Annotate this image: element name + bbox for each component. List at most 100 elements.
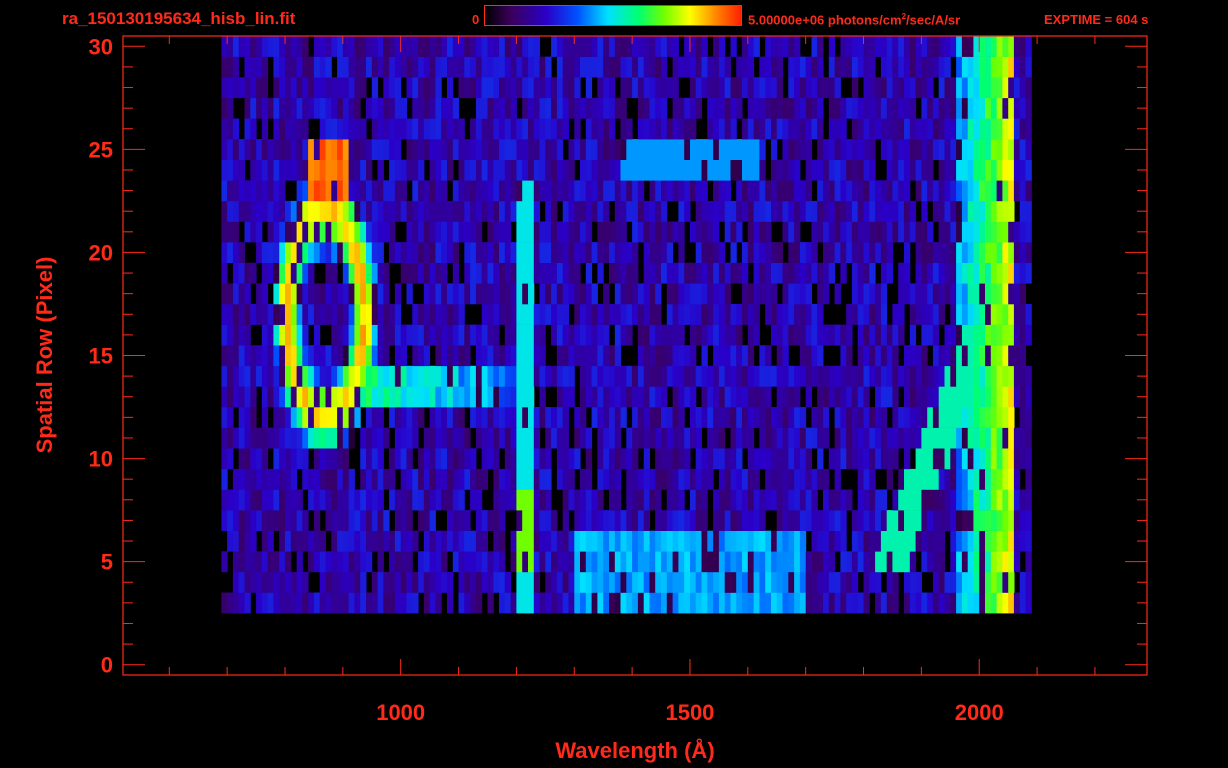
heatmap-cell (765, 427, 772, 449)
heatmap-cell (805, 283, 812, 305)
heatmap-cell (996, 324, 1003, 346)
heatmap-cell (261, 118, 269, 140)
heatmap-cell (574, 489, 581, 511)
heatmap-cell (435, 77, 442, 99)
heatmap-cell (504, 304, 512, 325)
heatmap-cell (846, 139, 853, 160)
heatmap-cell (898, 56, 905, 78)
heatmap-cell (267, 221, 274, 243)
heatmap-cell (458, 386, 465, 408)
heatmap-cell (533, 324, 541, 346)
heatmap-cell (707, 56, 714, 78)
heatmap-cell (1008, 36, 1015, 57)
heatmap-cell (875, 242, 882, 263)
heatmap-cell (516, 530, 523, 552)
heatmap-cell (470, 56, 477, 78)
heatmap-cell (973, 283, 980, 305)
heatmap-cell (672, 97, 679, 119)
heatmap-cell (400, 345, 407, 367)
heatmap-cell (626, 36, 633, 57)
heatmap-cell (244, 345, 251, 367)
heatmap-cell (747, 530, 755, 552)
heatmap-cell (591, 592, 598, 614)
heatmap-cell (533, 489, 541, 511)
heatmap-cell (736, 448, 743, 470)
heatmap-cell (435, 448, 442, 470)
heatmap-cell (742, 386, 749, 408)
heatmap-cell (828, 592, 836, 614)
heatmap-cell (493, 510, 500, 531)
heatmap-cell (406, 221, 413, 243)
heatmap-cell (360, 365, 367, 387)
heatmap-cell (846, 345, 853, 367)
heatmap-cell (799, 200, 807, 222)
heatmap-cell (296, 365, 303, 387)
heatmap-cell (429, 283, 436, 305)
heatmap-cell (371, 304, 379, 325)
heatmap-cell (603, 97, 610, 119)
heatmap-cell (516, 77, 523, 99)
heatmap-cell (944, 159, 951, 181)
heatmap-cell (325, 139, 332, 160)
heatmap-cell (944, 180, 951, 202)
heatmap-cell (956, 242, 963, 263)
heatmap-cell (996, 200, 1003, 222)
heatmap-cell (944, 365, 951, 387)
heatmap-cell (932, 386, 940, 408)
heatmap-cell (360, 283, 367, 305)
y-tick-label: 30 (89, 34, 113, 59)
heatmap-cell (452, 324, 460, 346)
heatmap-cell (742, 510, 749, 531)
heatmap-cell (499, 77, 506, 99)
heatmap-cell (805, 180, 812, 202)
heatmap-cell (533, 304, 541, 325)
heatmap-cell (771, 592, 778, 614)
heatmap-cell (857, 118, 864, 140)
heatmap-cell (649, 118, 656, 140)
heatmap-cell (603, 36, 610, 57)
heatmap-cell (742, 427, 749, 449)
heatmap-cell (418, 242, 425, 263)
heatmap-cell (406, 139, 413, 160)
heatmap-cell (585, 118, 593, 140)
heatmap-cell (227, 510, 234, 531)
heatmap-cell (406, 530, 413, 552)
heatmap-cell (244, 77, 251, 99)
heatmap-cell (528, 180, 535, 202)
heatmap-cell (533, 448, 541, 470)
heatmap-cell (944, 324, 951, 346)
heatmap-cell (261, 56, 269, 78)
heatmap-cell (377, 510, 384, 531)
heatmap-cell (950, 159, 957, 181)
heatmap-cell (348, 592, 355, 614)
heatmap-cell (585, 77, 593, 99)
heatmap-cell (846, 221, 853, 243)
heatmap-cell (1019, 97, 1026, 119)
heatmap-cell (1019, 592, 1026, 614)
colorbar-min-label: 0 (472, 12, 480, 27)
heatmap-cell (528, 571, 535, 593)
heatmap-cell (718, 365, 726, 387)
heatmap-cell (337, 551, 344, 573)
heatmap-cell (661, 200, 668, 222)
heatmap-cell (678, 262, 685, 284)
heatmap-cell (713, 427, 720, 449)
heatmap-cell (366, 139, 373, 160)
heatmap-cell (528, 56, 535, 78)
heatmap-cell (996, 159, 1003, 181)
heatmap-cell (776, 448, 783, 470)
heatmap-cell (649, 345, 656, 367)
heatmap-cell (394, 386, 402, 408)
heatmap-cell (279, 468, 286, 490)
heatmap-cell (718, 118, 726, 140)
heatmap-cell (609, 427, 616, 449)
heatmap-cell (747, 77, 755, 99)
heatmap-cell (718, 56, 726, 78)
heatmap-cell (441, 427, 448, 449)
heatmap-cell (753, 262, 760, 284)
heatmap-cell (348, 571, 355, 593)
heatmap-cell (626, 262, 633, 284)
heatmap-cell (996, 97, 1003, 119)
heatmap-cell (840, 510, 847, 531)
heatmap-cell (412, 304, 419, 325)
